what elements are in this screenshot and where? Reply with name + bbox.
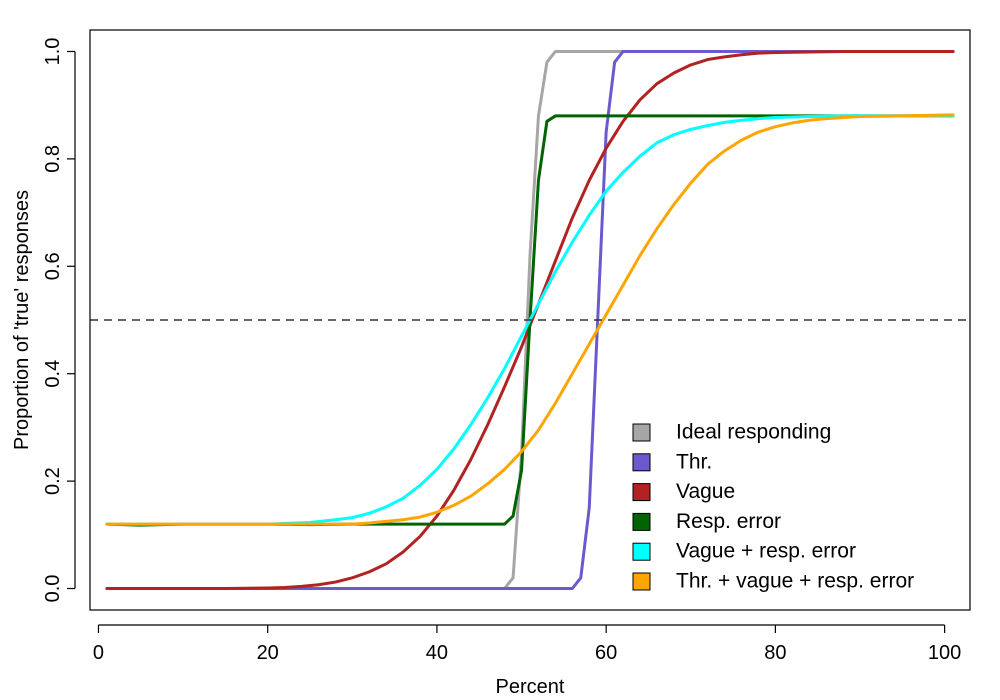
- y-tick-label: 0.0: [42, 575, 64, 603]
- x-tick-label: 100: [928, 642, 961, 664]
- y-axis-label: Proportion of 'true' responses: [11, 190, 33, 450]
- y-tick-label: 0.6: [42, 252, 64, 280]
- legend-swatch: [632, 423, 651, 442]
- legend-label: Ideal responding: [676, 421, 831, 444]
- y-tick-label: 0.2: [42, 467, 64, 495]
- x-tick-label: 40: [426, 642, 448, 664]
- legend-swatch: [632, 572, 651, 591]
- plot-frame: [89, 29, 971, 611]
- series-line-2: [105, 49, 955, 591]
- y-axis: 0.0 0.2 0.4 0.6 0.8 1.0: [42, 38, 76, 603]
- legend-swatch: [632, 453, 651, 472]
- legend-label: Thr. + vague + resp. error: [676, 570, 914, 593]
- series-line-6: [105, 113, 955, 526]
- x-tick-label: 20: [257, 642, 279, 664]
- y-tick-label: 0.8: [42, 145, 64, 173]
- y-tick-label: 1.0: [42, 38, 64, 66]
- x-tick-label: 60: [595, 642, 617, 664]
- x-axis: 0 20 40 60 80 100: [93, 624, 961, 664]
- x-axis-label: Percent: [496, 676, 565, 698]
- x-tick-label: 80: [764, 642, 786, 664]
- x-tick-label: 0: [93, 642, 104, 664]
- legend-label: Resp. error: [676, 510, 781, 533]
- legend-swatch: [632, 512, 651, 531]
- legend-swatch: [632, 483, 651, 502]
- y-tick-label: 0.4: [42, 360, 64, 388]
- series-line-5: [105, 114, 955, 526]
- legend-label: Vague + resp. error: [676, 540, 856, 563]
- legend-label: Thr.: [676, 450, 712, 473]
- legend: Ideal responding Thr. Vague Resp. error Vagu…: [632, 421, 914, 593]
- legend-label: Vague: [676, 480, 735, 503]
- legend-swatch: [632, 542, 651, 561]
- series-lines: [105, 49, 955, 591]
